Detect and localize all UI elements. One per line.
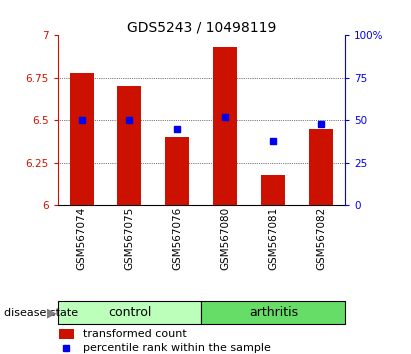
Text: disease state: disease state bbox=[4, 308, 78, 318]
Text: arthritis: arthritis bbox=[249, 306, 298, 319]
Bar bbox=[213, 47, 237, 205]
Title: GDS5243 / 10498119: GDS5243 / 10498119 bbox=[127, 20, 276, 34]
Bar bbox=[309, 129, 333, 205]
Bar bbox=[201, 301, 345, 324]
Bar bbox=[58, 301, 201, 324]
Text: control: control bbox=[108, 306, 151, 319]
Bar bbox=[118, 86, 141, 205]
Text: ▶: ▶ bbox=[47, 306, 57, 319]
Text: percentile rank within the sample: percentile rank within the sample bbox=[83, 343, 270, 353]
Bar bbox=[165, 137, 189, 205]
Bar bbox=[59, 329, 74, 339]
Text: transformed count: transformed count bbox=[83, 329, 187, 339]
Bar bbox=[69, 73, 94, 205]
Bar bbox=[261, 175, 285, 205]
